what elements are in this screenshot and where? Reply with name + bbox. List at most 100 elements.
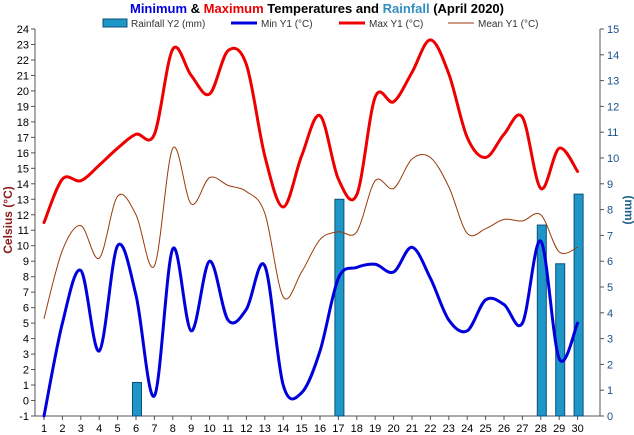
- x-tick-label: 29: [553, 423, 565, 435]
- x-tick-label: 3: [78, 423, 84, 435]
- y2-tick-label: 0: [607, 411, 613, 423]
- x-tick-label: 17: [332, 423, 344, 435]
- y-tick-label: 10: [17, 241, 29, 253]
- y-tick-label: 9: [23, 256, 29, 268]
- x-tick-label: 6: [133, 423, 139, 435]
- x-tick-label: 5: [115, 423, 121, 435]
- x-axis-ticks: 1 2 3 4 5 6 7 8 9 10 11 12 13 14 15 16 17 18 19 20 21 22 23 24 2…: [41, 416, 584, 435]
- max-series-line: [42, 38, 580, 224]
- y-tick-label: 15: [17, 163, 29, 175]
- x-tick-label: 21: [406, 423, 418, 435]
- x-tick-label: 1: [41, 423, 47, 435]
- x-tick-label: 25: [479, 423, 491, 435]
- x-tick-label: 12: [240, 423, 252, 435]
- y2-tick-label: 10: [607, 153, 619, 165]
- x-tick-label: 30: [571, 423, 583, 435]
- legend-rain-label: Rainfall Y2 (mm): [131, 19, 205, 30]
- x-tick-label: 20: [387, 423, 399, 435]
- y2-tick-label: 11: [607, 127, 618, 139]
- y-tick-label: 23: [17, 39, 29, 51]
- mean-series-line: [43, 146, 579, 319]
- legend-rain-swatch: [102, 18, 128, 28]
- y2-tick-label: 13: [607, 76, 619, 88]
- y-tick-label: 21: [17, 70, 29, 82]
- y-tick-label: 12: [17, 210, 29, 222]
- x-tick-label: 19: [369, 423, 381, 435]
- x-tick-label: 23: [443, 423, 455, 435]
- y2-tick-label: 7: [607, 230, 613, 242]
- x-tick-label: 26: [498, 423, 510, 435]
- y-tick-label: 18: [17, 117, 29, 129]
- x-tick-label: 28: [535, 423, 547, 435]
- y2-tick-label: 8: [607, 205, 613, 217]
- min-series-line: [42, 239, 580, 418]
- legend-min-label: Min Y1 (°C): [261, 19, 313, 30]
- x-tick-label: 18: [351, 423, 363, 435]
- y2-tick-label: 5: [607, 282, 613, 294]
- legend-max-label: Max Y1 (°C): [369, 19, 423, 30]
- y-tick-label: 13: [17, 194, 29, 206]
- y-tick-label: 8: [23, 272, 29, 284]
- y-tick-label: 16: [17, 148, 29, 160]
- y-axis-title: Celsius (°C): [1, 186, 15, 253]
- y-tick-label: 7: [23, 287, 29, 299]
- y2-tick-label: 1: [607, 385, 613, 397]
- title-temps: Temperatures and: [264, 1, 383, 16]
- rainfall-bar: [573, 193, 584, 417]
- x-tick-label: 9: [188, 423, 194, 435]
- y-tick-label: 0: [23, 396, 29, 408]
- legend-mean-label: Mean Y1 (°C): [478, 19, 539, 30]
- x-tick-label: 15: [295, 423, 307, 435]
- y-tick-label: 19: [17, 101, 29, 113]
- y-tick-label: 20: [17, 86, 29, 98]
- y2-tick-label: 14: [607, 50, 619, 62]
- y2-tick-label: 4: [607, 308, 613, 320]
- y-tick-label: 17: [17, 132, 29, 144]
- y-tick-label: 14: [17, 179, 29, 191]
- x-tick-label: 10: [203, 423, 215, 435]
- y-tick-label: 2: [23, 365, 29, 377]
- title-rainfall: Rainfall: [383, 1, 430, 16]
- rainfall-bar: [536, 224, 547, 417]
- y2-tick-label: 12: [607, 101, 619, 113]
- x-tick-label: 13: [259, 423, 271, 435]
- y2-tick-label: 3: [607, 334, 613, 346]
- rainfall-bar: [334, 198, 345, 417]
- x-tick-label: 24: [461, 423, 473, 435]
- y-tick-label: 11: [18, 225, 29, 237]
- x-tick-label: 8: [170, 423, 176, 435]
- rainfall-bar: [132, 381, 142, 417]
- y-tick-label: 6: [23, 303, 29, 315]
- y2-tick-label: 15: [607, 24, 619, 36]
- y-axis-ticks: -101234567891011121314151617181920212223…: [17, 24, 35, 423]
- rainfall-bar: [555, 263, 566, 417]
- y-tick-label: 1: [23, 380, 29, 392]
- x-tick-label: 11: [222, 423, 233, 435]
- title-period: (April 2020): [430, 1, 504, 16]
- x-tick-label: 2: [59, 423, 65, 435]
- title-amp: &: [187, 1, 204, 16]
- x-tick-label: 14: [277, 423, 289, 435]
- x-tick-label: 7: [151, 423, 157, 435]
- legend: Rainfall Y2 (mm) Min Y1 (°C) Max Y1 (°C)…: [102, 18, 539, 30]
- y2-axis-title: (mm): [622, 195, 634, 224]
- x-tick-label: 4: [96, 423, 102, 435]
- y2-tick-label: 9: [607, 179, 613, 191]
- x-tick-label: 22: [424, 423, 436, 435]
- title-maximum: Maximum: [204, 1, 264, 16]
- series-lines: [42, 38, 580, 418]
- x-tick-label: 27: [516, 423, 528, 435]
- y-tick-label: -1: [19, 411, 29, 423]
- x-tick-label: 16: [314, 423, 326, 435]
- chart-title: Minimum & Maximum Temperatures and Rainf…: [130, 1, 504, 16]
- y-tick-label: 5: [23, 318, 29, 330]
- title-minimum: Minimum: [130, 1, 187, 16]
- y-tick-label: 3: [23, 349, 29, 361]
- y2-tick-label: 6: [607, 256, 613, 268]
- y-tick-label: 24: [17, 24, 29, 36]
- y-tick-label: 22: [17, 55, 29, 67]
- y-tick-label: 4: [23, 334, 29, 346]
- y2-tick-label: 2: [607, 359, 613, 371]
